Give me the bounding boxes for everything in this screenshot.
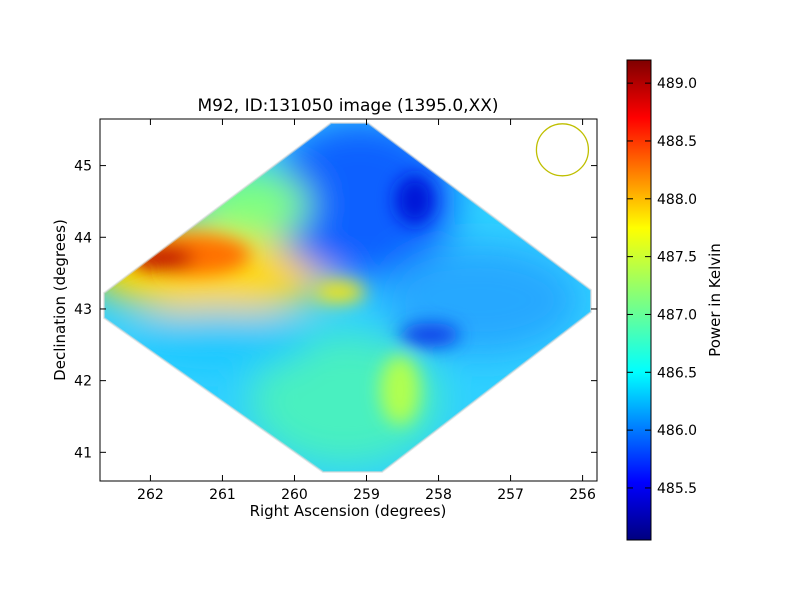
heatmap-dark-spot — [395, 175, 435, 225]
x-tick-label: 260 — [281, 487, 308, 503]
colorbar-label: Power in Kelvin — [706, 243, 724, 357]
heatmap-center-yellow — [315, 282, 365, 302]
x-ticks: 262 261 260 259 258 257 256 — [137, 119, 596, 503]
colorbar-tick-label: 486.0 — [657, 423, 697, 439]
heatmap-lower-left — [130, 310, 310, 370]
y-tick-label: 44 — [74, 230, 92, 246]
heatmap-dark-spot-2 — [400, 323, 460, 347]
y-tick-label: 43 — [74, 302, 92, 318]
colorbar-tick-label: 487.5 — [657, 250, 697, 266]
x-tick-label: 261 — [209, 487, 236, 503]
heatmap-bottom-yellow — [380, 355, 420, 425]
colorbar-tick-label: 489.0 — [657, 76, 697, 92]
colorbar-tick-label: 488.5 — [657, 134, 697, 150]
axes-frame — [99, 118, 598, 482]
colorbar-tick-label: 488.0 — [657, 192, 697, 208]
chart-title: M92, ID:131050 image (1395.0,XX) — [197, 96, 498, 116]
x-axis-label: Right Ascension (degrees) — [250, 502, 447, 520]
beam-circle — [535, 123, 590, 177]
x-tick-label: 258 — [425, 487, 452, 503]
y-axis-label: Declination (degrees) — [51, 219, 69, 381]
heatmap-image — [103, 122, 592, 473]
colorbar-tick-label: 487.0 — [657, 307, 697, 323]
colorbar-tick-label: 485.5 — [657, 481, 697, 497]
x-tick-label: 262 — [137, 487, 164, 503]
y-tick-label: 41 — [74, 445, 92, 461]
x-tick-label: 259 — [353, 487, 380, 503]
colorbar-tick-label: 486.5 — [657, 365, 697, 381]
colorbar — [626, 59, 652, 541]
y-tick-label: 42 — [74, 374, 92, 390]
y-tick-label: 45 — [74, 159, 92, 175]
x-tick-label: 257 — [497, 487, 524, 503]
y-ticks: 41 42 43 44 45 — [74, 159, 597, 461]
x-tick-label: 256 — [569, 487, 596, 503]
heatmap-top-lobe — [265, 123, 455, 280]
colorbar-ticks: 485.5 486.0 486.5 487.0 487.5 488.0 488.5 489.0 — [627, 76, 697, 497]
